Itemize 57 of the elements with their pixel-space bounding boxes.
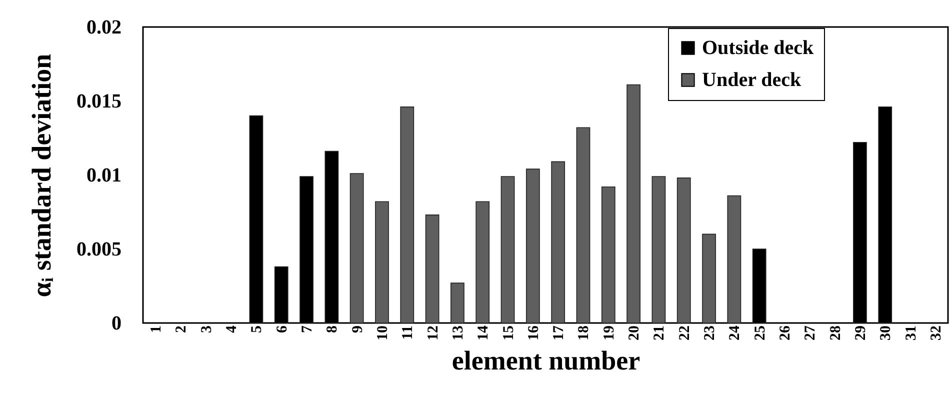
x-tick-label: 20 (626, 326, 643, 340)
x-tick-label: 27 (802, 325, 819, 340)
bar (626, 84, 640, 324)
x-tick-label: 30 (878, 326, 894, 340)
legend-label: Outside deck (702, 37, 815, 59)
x-tick-label: 9 (350, 326, 366, 333)
bar (601, 186, 616, 324)
x-tick-label: 3 (198, 326, 215, 333)
bar (476, 201, 490, 324)
y-tick-label: 0 (112, 312, 122, 334)
bar (375, 201, 389, 324)
x-tick-label: 17 (551, 325, 568, 340)
x-tick-label: 16 (526, 325, 542, 340)
legend-label: Under deck (702, 69, 802, 91)
x-tick-label: 2 (174, 326, 190, 333)
x-tick-label: 23 (702, 326, 718, 340)
x-tick-label: 8 (324, 326, 341, 333)
y-axis-title: αᵢ standard deviation (26, 54, 56, 298)
bar (450, 282, 464, 324)
x-tick-label: 32 (928, 326, 944, 340)
bar (702, 234, 716, 324)
x-tick-label: 24 (727, 325, 744, 340)
x-tick-label: 6 (274, 325, 290, 333)
x-tick-label: 5 (249, 326, 266, 333)
bar (350, 173, 364, 324)
bar (676, 178, 691, 324)
bar (425, 214, 440, 324)
x-tick-label: 11 (400, 326, 416, 340)
y-tick-label: 0.01 (86, 164, 122, 186)
x-tick-label: 26 (777, 325, 794, 340)
bar (500, 176, 515, 324)
x-tick-label: 7 (300, 325, 316, 333)
x-tick-label: 18 (576, 326, 592, 340)
x-tick-label: 1 (148, 326, 165, 333)
x-tick-label: 31 (903, 326, 920, 340)
x-tick-label: 10 (374, 326, 391, 340)
y-tick-label: 0.005 (76, 238, 122, 260)
x-tick-label: 12 (425, 326, 442, 340)
bar (576, 127, 590, 324)
bar (652, 176, 666, 324)
y-tick-label: 0.02 (86, 16, 122, 38)
bar (727, 195, 742, 324)
x-tick-label: 14 (476, 325, 492, 340)
x-tick-label: 28 (828, 326, 844, 340)
bar (526, 168, 540, 324)
x-tick-label: 19 (601, 326, 618, 340)
x-tick-label: 25 (752, 326, 768, 340)
x-tick-label: 15 (500, 326, 517, 340)
y-tick-label: 0.015 (76, 90, 122, 112)
x-tick-label: 21 (652, 326, 668, 340)
bar (551, 161, 566, 324)
bar (400, 106, 414, 324)
x-tick-label: 13 (450, 326, 466, 340)
x-axis-title: element number (452, 346, 640, 376)
x-tick-label: 29 (852, 326, 869, 340)
x-tick-label: 4 (224, 325, 240, 333)
x-tick-label: 22 (676, 326, 693, 340)
